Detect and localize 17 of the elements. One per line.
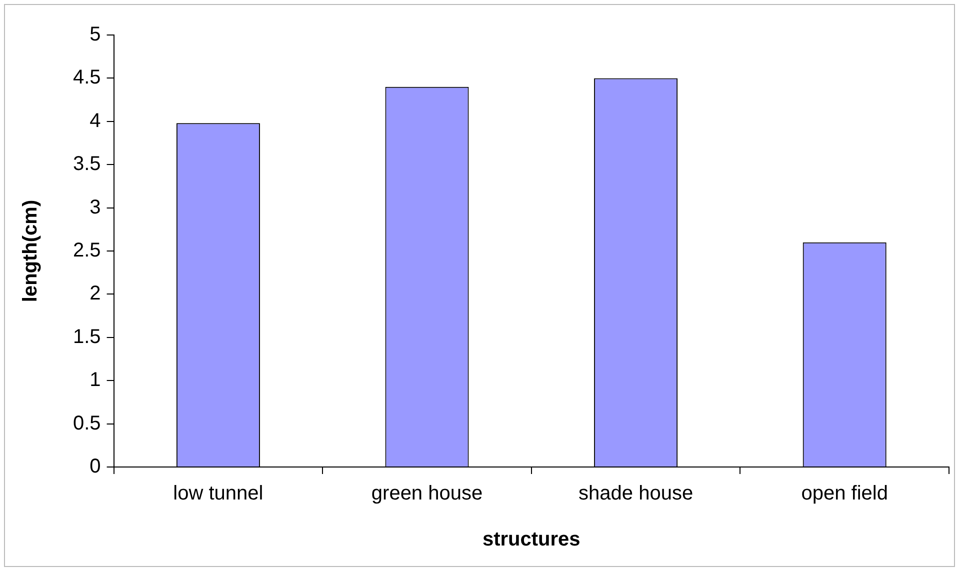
- y-tick-label: 3.5: [72, 153, 101, 176]
- y-tick-label: 5: [90, 24, 101, 46]
- x-tick-label: shade house: [578, 482, 694, 505]
- y-tick-label: 2: [90, 282, 101, 305]
- x-axis-title: structures: [482, 528, 580, 551]
- y-tick-label: 1: [90, 369, 101, 392]
- y-axis-title: length(cm): [20, 200, 42, 302]
- y-tick-label: 1.5: [72, 326, 101, 348]
- y-tick-label: 3: [90, 196, 101, 218]
- x-tick-label: open field: [801, 482, 888, 505]
- y-tick-label: 0: [90, 456, 101, 478]
- x-tick-label: green house: [371, 482, 483, 505]
- y-tick-label: 0.5: [72, 412, 101, 434]
- y-tick-label: 4.5: [72, 66, 101, 89]
- x-tick-label: low tunnel: [173, 482, 264, 505]
- y-tick-label: 4: [90, 110, 101, 132]
- y-tick-label: 2.5: [72, 240, 101, 262]
